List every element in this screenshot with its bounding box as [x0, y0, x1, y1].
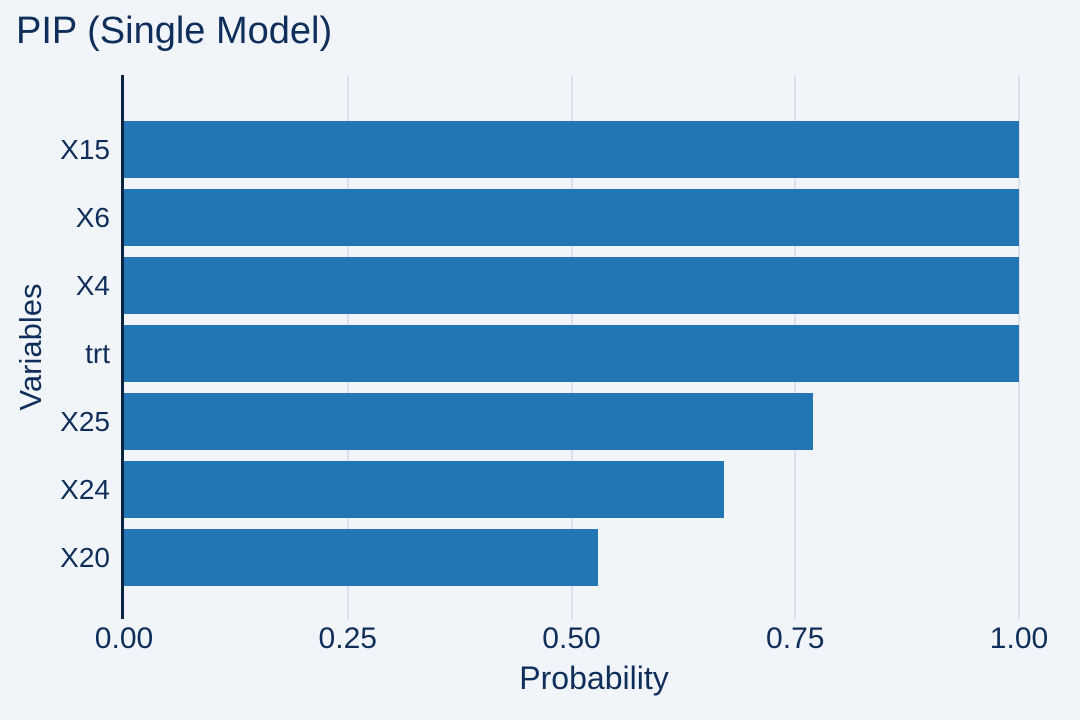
x-tick-label-0.75: 0.75 [766, 622, 825, 655]
bar-trt [124, 325, 1019, 383]
x-tick-label-0.50: 0.50 [542, 622, 601, 655]
y-tick-label-X25: X25 [60, 406, 110, 438]
bar-X24 [124, 461, 724, 519]
y-tick-label-X24: X24 [60, 474, 110, 506]
y-axis-line [121, 75, 124, 619]
x-tick-label-1.00: 1.00 [989, 622, 1049, 655]
y-axis-title-text: Variables [13, 283, 48, 411]
x-axis-title-text: Probability [519, 660, 669, 696]
plot-area [124, 75, 1064, 619]
x-tick-label-0.25: 0.25 [318, 622, 377, 655]
y-tick-label-X15: X15 [60, 134, 110, 166]
bar-X6 [124, 189, 1019, 247]
chart-title: PIP (Single Model) [16, 10, 333, 52]
y-tick-label-X4: X4 [75, 270, 110, 302]
bar-X25 [124, 393, 814, 451]
gridline-1 [1018, 75, 1020, 619]
x-tick-label-0.00: 0.00 [94, 622, 154, 655]
y-tick-label-X6: X6 [75, 202, 110, 234]
bar-X20 [124, 529, 599, 587]
y-tick-label-X20: X20 [60, 542, 110, 574]
bar-X4 [124, 257, 1019, 315]
y-tick-label-trt: trt [85, 338, 110, 370]
bar-X15 [124, 121, 1019, 179]
